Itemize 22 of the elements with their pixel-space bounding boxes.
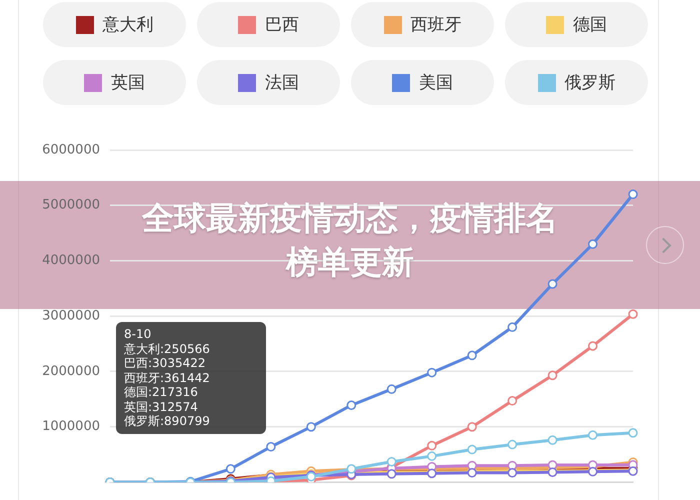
legend-label: 巴西 [265,14,299,36]
y-tick-label: 3000000 [42,308,100,324]
annotation: 8-10 [124,327,152,342]
legend-label: 美国 [419,72,453,94]
y-tick-label: 6000000 [42,142,100,158]
legend-label: 俄罗斯 [564,72,616,94]
legend-label: 德国 [573,14,607,36]
annotation: 德国:217316 [124,385,199,400]
legend-label: 英国 [111,72,145,94]
y-tick-label: 1000000 [42,419,100,434]
annotation: 西班牙:361442 [124,370,210,385]
y-tick-label: 4000000 [42,253,100,268]
text: 全球最新疫情动态，疫情排名榜单更新 [140,198,559,283]
legend-label: 意大利 [102,14,154,36]
legend-label: 法国 [265,72,299,94]
y-tick-label: 2000000 [42,364,100,379]
annotation: 俄罗斯:890799 [124,414,210,428]
annotation: 英国:312574 [124,400,199,414]
legend-label: 西班牙 [410,14,462,36]
y-tick-label: 5000000 [42,198,100,213]
annotation: 巴西:3035422 [124,356,206,370]
annotation: 意大利:250566 [124,342,210,356]
